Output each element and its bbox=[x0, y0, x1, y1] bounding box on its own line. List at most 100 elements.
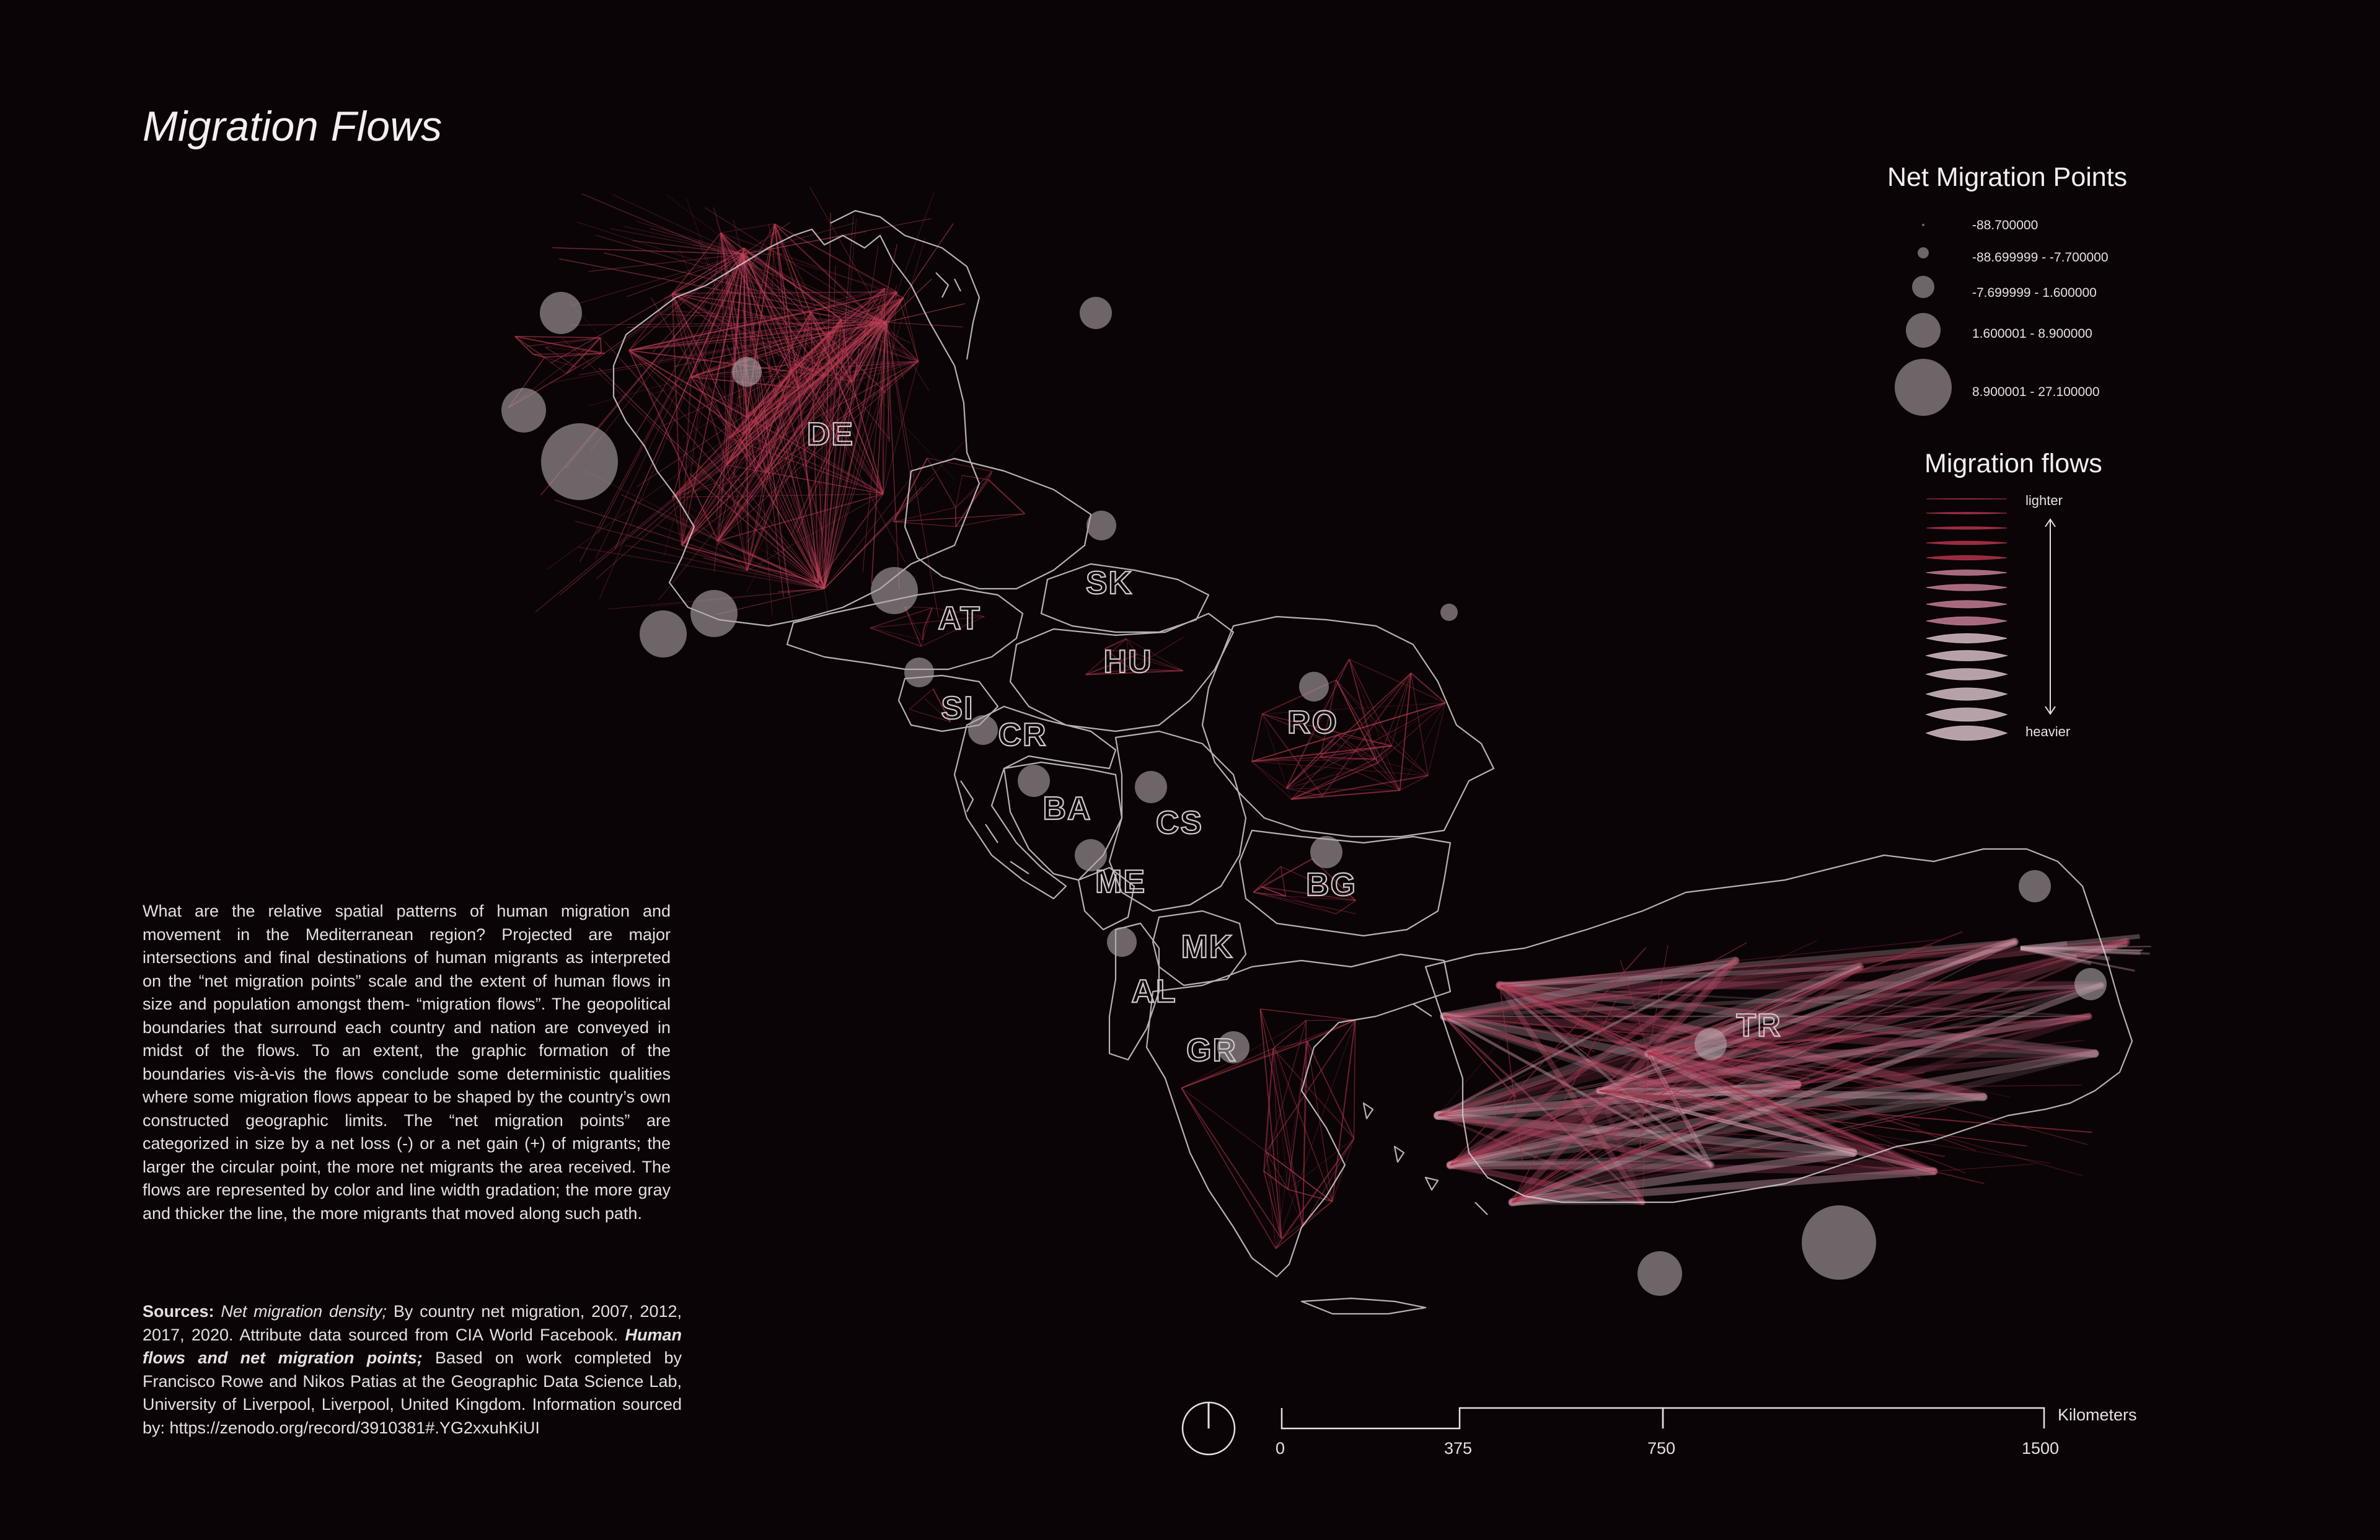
flow-line bbox=[818, 382, 852, 583]
flow-line bbox=[809, 187, 887, 323]
flow-line bbox=[1437, 984, 2102, 1117]
flow-line bbox=[1443, 1016, 1906, 1057]
flow-line bbox=[743, 433, 884, 495]
flow-line bbox=[1290, 759, 1375, 800]
flow-line bbox=[604, 252, 887, 323]
country-code-me: ME bbox=[1095, 864, 1146, 900]
flow-line bbox=[575, 521, 825, 589]
legend-point-class-2: -88.699999 - -7.700000 bbox=[1972, 250, 2109, 265]
legend-flow-symbol bbox=[1925, 707, 2008, 722]
flow-line bbox=[656, 525, 825, 589]
flow-line bbox=[598, 367, 825, 589]
description-text: What are the relative spatial patterns o… bbox=[143, 902, 671, 1223]
legend-flow-symbol bbox=[1926, 526, 2008, 530]
flow-line bbox=[717, 469, 756, 542]
net-migration-point bbox=[871, 567, 918, 614]
legend-flow-symbol bbox=[1926, 616, 2008, 626]
legend-flow-symbol bbox=[1926, 584, 2008, 591]
flow-line bbox=[628, 350, 730, 439]
flow-line bbox=[824, 218, 857, 589]
flow-line bbox=[904, 606, 922, 647]
flow-line bbox=[743, 253, 824, 532]
flow-line bbox=[686, 198, 825, 589]
flow-line bbox=[1272, 1049, 1289, 1190]
flow-line bbox=[774, 224, 792, 372]
flow-line bbox=[1253, 892, 1336, 915]
flow-line bbox=[1597, 1089, 1855, 1155]
flow-line bbox=[720, 232, 744, 434]
flow-line bbox=[690, 361, 919, 377]
flow-line bbox=[1272, 1048, 1355, 1139]
flow-line bbox=[1320, 757, 1375, 760]
flow-line bbox=[672, 332, 831, 498]
flow-line bbox=[824, 376, 884, 495]
flow-line bbox=[824, 477, 935, 589]
flow-line bbox=[743, 253, 868, 330]
flow-line bbox=[1497, 982, 1646, 1205]
flow-line bbox=[1181, 1041, 1308, 1089]
flow-line bbox=[1399, 775, 1429, 791]
flow-line bbox=[720, 232, 800, 389]
flow-line bbox=[1598, 1090, 1763, 1095]
flow-line bbox=[763, 408, 825, 589]
net-migration-point bbox=[904, 658, 934, 687]
flow-line bbox=[576, 221, 887, 323]
flow-line bbox=[1597, 939, 2017, 1093]
flow-line bbox=[1598, 966, 1860, 1091]
flow-line bbox=[886, 322, 963, 328]
flow-line bbox=[1307, 1041, 1355, 1139]
flow-line bbox=[896, 292, 919, 362]
flow-line bbox=[1286, 788, 1400, 791]
country-code-de: DE bbox=[807, 416, 854, 452]
flow-line bbox=[625, 363, 825, 589]
flow-line bbox=[1253, 858, 1313, 893]
flow-line bbox=[672, 361, 919, 498]
flow-line bbox=[819, 295, 887, 323]
flow-line bbox=[1126, 638, 1132, 670]
flow-line bbox=[765, 361, 919, 473]
flow-line bbox=[1443, 1015, 1644, 1203]
flow-line bbox=[1253, 892, 1286, 897]
flow-line bbox=[791, 322, 887, 535]
flow-line bbox=[1253, 892, 1356, 915]
flow-line bbox=[764, 322, 887, 374]
flow-line bbox=[1266, 1151, 1289, 1190]
flow-line bbox=[1647, 959, 1737, 1055]
flow-line bbox=[1597, 959, 1737, 1093]
flow-line bbox=[650, 588, 825, 607]
flow-line bbox=[726, 465, 747, 571]
flow-line bbox=[673, 322, 887, 367]
flow-line bbox=[1273, 1041, 1308, 1049]
flow-line bbox=[870, 607, 933, 628]
legend-point-symbol bbox=[1895, 359, 1952, 416]
flow-line bbox=[1276, 1238, 1282, 1249]
flow-line bbox=[1285, 734, 1338, 789]
flow-line bbox=[692, 244, 744, 255]
flow-line bbox=[1435, 1013, 2092, 1119]
flow-line bbox=[1509, 1050, 2098, 1205]
flow-line bbox=[1291, 790, 1400, 800]
flow-line bbox=[681, 544, 819, 584]
flow-line bbox=[851, 322, 881, 382]
flow-line bbox=[1377, 746, 1392, 763]
flow-line bbox=[1443, 966, 1860, 1017]
flow-line bbox=[2020, 934, 2140, 951]
flow-line bbox=[743, 224, 775, 434]
flow-line bbox=[778, 588, 825, 592]
flow-line bbox=[672, 291, 897, 498]
flow-line bbox=[824, 439, 967, 589]
flow-line bbox=[824, 361, 919, 377]
flow-line bbox=[1261, 886, 1356, 902]
flow-line bbox=[1261, 713, 1323, 796]
flow-line bbox=[892, 457, 928, 522]
legend-flow-symbol bbox=[1926, 570, 2008, 576]
flow-line bbox=[768, 223, 825, 589]
flow-line bbox=[1434, 962, 1864, 1120]
flow-line bbox=[703, 557, 825, 589]
flow-line bbox=[962, 475, 989, 480]
flow-line bbox=[755, 387, 800, 470]
flow-line bbox=[785, 322, 887, 386]
country-code-gr: GR bbox=[1186, 1032, 1237, 1068]
flow-line bbox=[909, 689, 933, 710]
sources-net-migration-title: Net migration density; bbox=[221, 1302, 387, 1321]
